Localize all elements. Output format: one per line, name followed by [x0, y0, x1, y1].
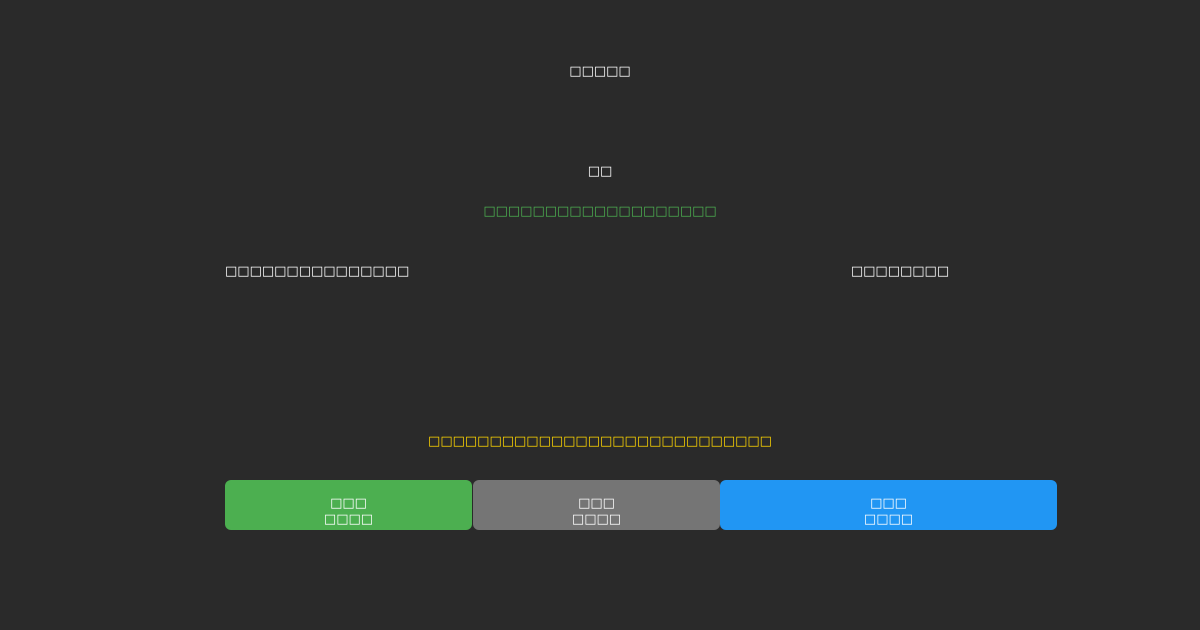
left-label: □□□□□□□□□□□□□□□: [225, 264, 410, 279]
right-label: □□□□□□□□: [850, 264, 950, 279]
option-button-3[interactable]: □□□ □□□□: [720, 480, 1057, 530]
option-button-1[interactable]: □□□ □□□□: [225, 480, 472, 530]
section-label: □□: [587, 164, 613, 179]
button-line2: □□□□: [863, 512, 914, 527]
page-title: □□□□□: [569, 64, 631, 79]
status-text: □□□□□□□□□□□□□□□□□□□: [483, 204, 717, 219]
button-line1: □□□: [870, 496, 907, 511]
notice-text: □□□□□□□□□□□□□□□□□□□□□□□□□□□□: [428, 434, 772, 449]
button-line2: □□□□: [571, 512, 622, 527]
option-button-2[interactable]: □□□ □□□□: [473, 480, 720, 530]
button-line1: □□□: [578, 496, 615, 511]
button-line2: □□□□: [323, 512, 374, 527]
button-line1: □□□: [330, 496, 367, 511]
